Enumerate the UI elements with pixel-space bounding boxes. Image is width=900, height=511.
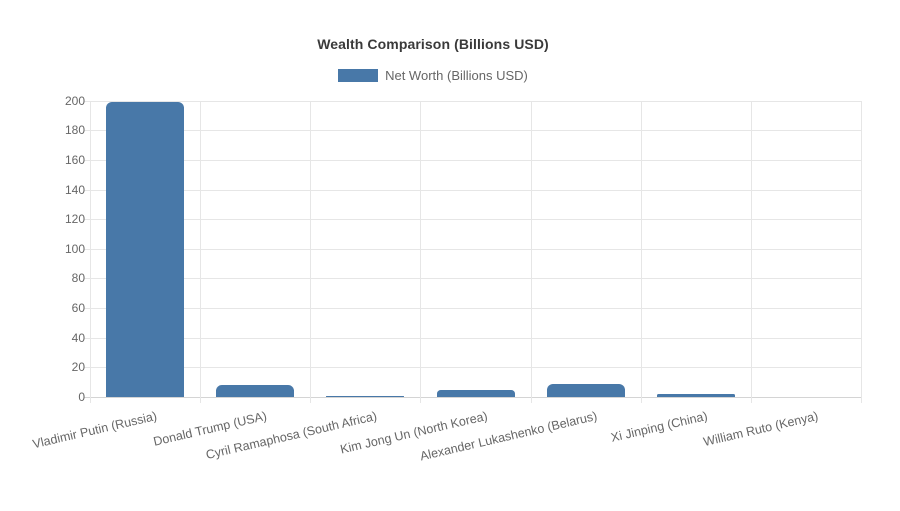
bar-4[interactable] — [436, 389, 515, 397]
gridline-h — [84, 248, 861, 250]
gridline-v — [750, 100, 752, 403]
gridline-v — [420, 100, 422, 403]
x-axis-category-label: William Ruto (Kenya) — [701, 409, 820, 450]
legend-swatch — [338, 69, 379, 82]
y-axis-tick-label: 20 — [71, 360, 85, 375]
x-axis-category-label: Vladimir Putin (Russia) — [31, 409, 159, 452]
y-axis-tick-label: 140 — [64, 182, 85, 197]
gridline-h — [84, 397, 861, 398]
chart-header: Wealth Comparison (Billions USD) Net Wor… — [0, 0, 866, 83]
chart-title: Wealth Comparison (Billions USD) — [317, 36, 549, 52]
gridline-h — [84, 130, 861, 132]
y-axis-tick-label: 40 — [71, 330, 85, 345]
gridline-h — [84, 308, 861, 310]
gridline-h — [84, 100, 861, 102]
gridline-v — [200, 100, 202, 403]
gridline-h — [84, 189, 861, 191]
y-axis-tick-label: 160 — [64, 152, 85, 167]
y-axis-tick-label: 100 — [64, 241, 85, 256]
gridline-v — [861, 100, 862, 403]
gridline-h — [84, 337, 861, 339]
bar-1[interactable] — [106, 102, 185, 397]
bar-3[interactable] — [326, 396, 405, 397]
gridline-v — [530, 100, 532, 403]
gridline-v — [90, 100, 91, 403]
bar-2[interactable] — [216, 385, 295, 397]
gridline-v — [310, 100, 312, 403]
gridline-h — [84, 367, 861, 369]
gridline-h — [84, 159, 861, 161]
y-axis-tick-label: 80 — [71, 271, 85, 286]
bar-6[interactable] — [656, 394, 735, 397]
x-axis-category-label: Xi Jinping (China) — [609, 409, 709, 445]
legend-label: Net Worth (Billions USD) — [385, 68, 528, 83]
gridline-h — [84, 219, 861, 221]
y-axis-tick-label: 200 — [64, 93, 85, 108]
bar-5[interactable] — [546, 383, 625, 397]
y-axis-tick-label: 60 — [71, 301, 85, 316]
y-axis-tick-label: 120 — [64, 212, 85, 227]
gridline-h — [84, 278, 861, 280]
y-axis-tick-label: 0 — [78, 390, 85, 404]
gridline-v — [640, 100, 642, 403]
legend-item[interactable]: Net Worth (Billions USD) — [0, 68, 866, 83]
y-axis-tick-label: 180 — [64, 123, 85, 138]
